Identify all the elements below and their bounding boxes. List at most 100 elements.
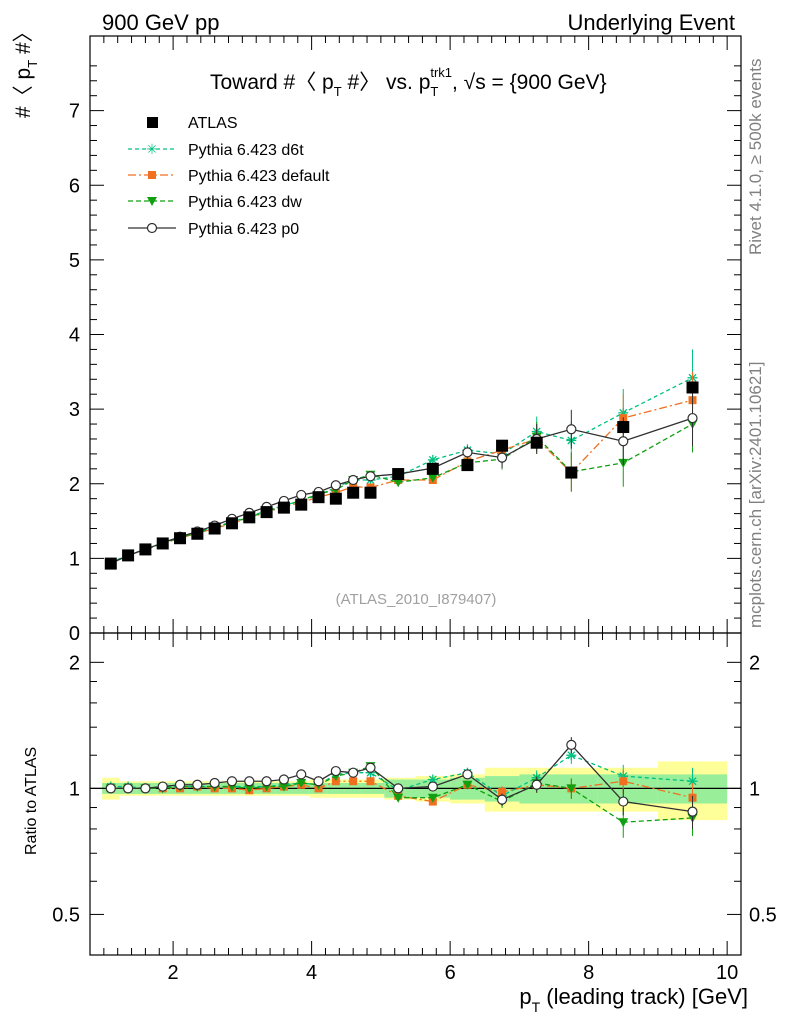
ratio-point-pythia-6-423-dw (393, 793, 404, 803)
ratio-point-pythia-6-423-p0 (348, 767, 359, 778)
ratio-point-pythia-6-423-dw (244, 784, 255, 794)
data-point-atlas (617, 421, 630, 434)
ratio-y-tick-label: 2 (69, 652, 80, 674)
y-tick-label: 1 (69, 548, 80, 570)
y-tick-label: 3 (69, 399, 80, 421)
data-point-atlas (104, 557, 117, 570)
data-point-pythia-6-423-p0 (365, 471, 376, 482)
legend-entry-dw: Pythia 6.423 dw (128, 194, 302, 211)
data-point-pythia-6-423-dw (427, 473, 438, 483)
legend-marker-dw (147, 197, 157, 206)
data-point-atlas (225, 517, 238, 530)
legend-label-d6t: Pythia 6.423 d6t (188, 142, 304, 159)
data-point-pythia-6-423-dw (393, 478, 404, 488)
data-point-atlas (329, 492, 342, 505)
data-point-atlas (530, 436, 543, 449)
ratio-y-tick-label: 0.5 (52, 904, 80, 926)
ratio-point-pythia-6-423-p0 (330, 765, 341, 777)
ratio-point-pythia-6-423-p0 (140, 783, 151, 794)
ratio-point-pythia-6-423-p0 (105, 783, 116, 794)
y-axis-label: #〈 pT #〉 (12, 21, 40, 118)
axes: 0 1 2 3 4 5 6 7 2 4 6 8 10 0.5 0.5 1 1 2 2 (52, 36, 777, 984)
ratio-point-pythia-6-423-d6t-stroke (567, 751, 576, 760)
data-point-atlas (312, 491, 325, 504)
ratio-point-pythia-6-423-d6t-stroke (688, 777, 697, 786)
data-point-pythia-6-423-p0 (296, 489, 307, 501)
data-point-atlas (295, 498, 308, 511)
ratio-y-tick-label-right: 1 (749, 778, 760, 800)
data-point-atlas (392, 468, 405, 481)
main-plot-area (104, 349, 699, 570)
ratio-point-pythia-6-423-p0 (278, 774, 290, 785)
data-point-pythia-6-423-p0 (687, 412, 698, 424)
data-point-pythia-6-423-p0 (330, 480, 341, 491)
data-point-pythia-6-423-p0 (618, 436, 629, 447)
ratio-point-pythia-6-423-default (331, 777, 340, 786)
data-point-atlas (347, 486, 360, 499)
series-line-pythia-6-423-p0 (110, 417, 693, 565)
ratio-point-pythia-6-423-p0 (192, 779, 203, 790)
y-tick-label: 5 (69, 250, 80, 272)
legend-label-atlas: ATLAS (188, 115, 238, 132)
ratio-point-pythia-6-423-p0 (427, 781, 438, 792)
ratio-point-pythia-6-423-p0 (687, 806, 698, 817)
main-title: Toward #〈 pT #〉 vs. pTtrk1, √s = {900 Ge… (210, 65, 607, 99)
ratio-point-pythia-6-423-default (498, 788, 507, 797)
ratio-y-tick-label-right: 2 (749, 652, 760, 674)
data-point-atlas (426, 462, 439, 475)
legend-label-p0: Pythia 6.423 p0 (188, 221, 299, 238)
ratio-point-pythia-6-423-p0 (531, 779, 542, 790)
data-point-pythia-6-423-p0 (462, 447, 473, 458)
x-tick-label: 4 (306, 962, 317, 984)
legend: ATLAS ✳ Pythia 6.423 d6t Pythia 6.423 de… (128, 115, 330, 238)
ratio-point-pythia-6-423-p0 (566, 739, 577, 751)
data-point-pythia-6-423-p0 (348, 474, 359, 486)
ratio-point-pythia-6-423-dw (566, 784, 577, 794)
ratio-point-pythia-6-423-p0 (157, 781, 168, 792)
ratio-y-tick-label: 1 (69, 778, 80, 800)
ratio-point-pythia-6-423-dw (618, 818, 629, 828)
data-point-atlas (277, 501, 290, 514)
ratio-point-pythia-6-423-p0 (122, 783, 134, 794)
x-tick-label: 8 (583, 962, 594, 984)
data-point-atlas (243, 511, 256, 524)
mcplots-label: mcplots.cern.ch [arXiv:2401.10621] (746, 362, 765, 628)
analysis-watermark: (ATLAS_2010_I879407) (336, 591, 497, 608)
ratio-point-pythia-6-423-p0 (209, 777, 220, 789)
x-tick-label: 10 (716, 962, 738, 984)
legend-entry-p0: Pythia 6.423 p0 (128, 221, 299, 238)
ratio-y-tick-label-right: 0.5 (749, 904, 777, 926)
x-tick-label: 6 (445, 962, 456, 984)
ratio-axis-label: Ratio to ATLAS (23, 747, 40, 855)
ratio-point-pythia-6-423-d6t-stroke (428, 775, 437, 784)
ratio-point-pythia-6-423-p0 (174, 779, 186, 790)
ratio-point-pythia-6-423-dw (296, 778, 307, 788)
data-point-atlas (122, 549, 135, 562)
legend-entry-d6t: ✳ Pythia 6.423 d6t (128, 141, 304, 159)
ratio-point-pythia-6-423-p0 (618, 796, 629, 807)
ratio-point-pythia-6-423-p0 (226, 776, 238, 787)
ratio-point-pythia-6-423-p0 (496, 794, 508, 805)
ratio-point-pythia-6-423-p0 (313, 776, 324, 787)
data-point-atlas (461, 459, 474, 472)
data-point-pythia-6-423-d6t-stroke (428, 455, 437, 464)
legend-label-default: Pythia 6.423 default (188, 168, 330, 185)
y-tick-label: 4 (69, 325, 80, 347)
legend-label-dw: Pythia 6.423 dw (188, 194, 302, 211)
data-point-atlas (191, 527, 204, 540)
data-point-atlas (686, 381, 699, 394)
x-tick-label: 2 (168, 962, 179, 984)
legend-marker-d6t: ✳ (146, 141, 158, 157)
legend-marker-default (148, 171, 156, 179)
legend-marker-p0 (146, 222, 158, 234)
rivet-label: Rivet 4.1.0, ≥ 500k events (746, 59, 765, 255)
ratio-point-pythia-6-423-default (619, 777, 628, 786)
ratio-point-pythia-6-423-p0 (261, 776, 272, 787)
legend-entry-default: Pythia 6.423 default (128, 168, 330, 185)
ratio-point-pythia-6-423-dw (278, 782, 289, 792)
header-right: Underlying Event (567, 10, 735, 35)
data-point-pythia-6-423-p0 (496, 452, 508, 463)
data-point-atlas (364, 486, 377, 499)
ratio-point-pythia-6-423-p0 (393, 783, 404, 794)
